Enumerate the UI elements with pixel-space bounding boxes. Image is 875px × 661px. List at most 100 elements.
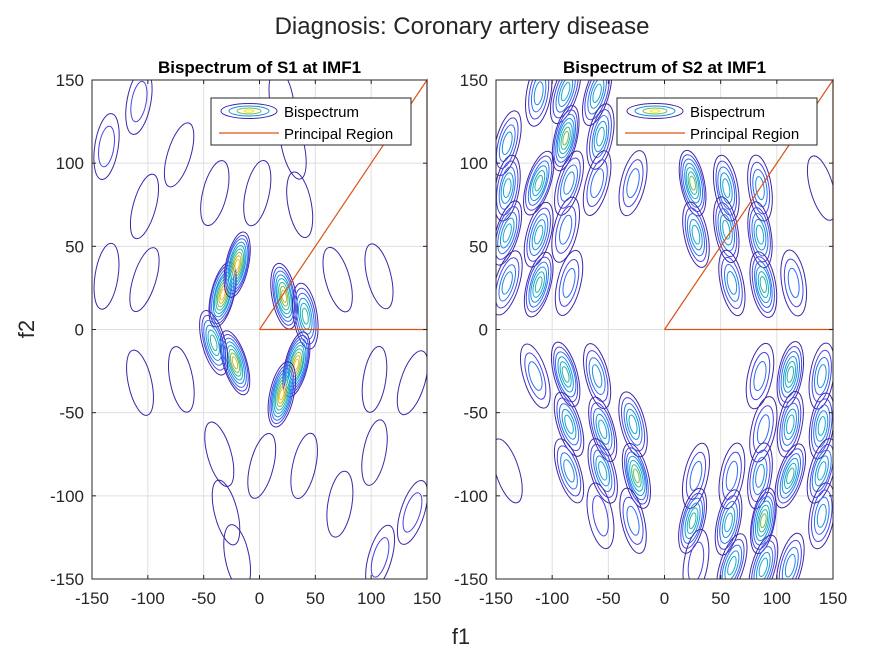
contour-level: [562, 130, 569, 146]
contour-level: [225, 238, 249, 291]
contour-blob: [749, 251, 778, 318]
contour-blob: [745, 342, 775, 410]
contour-level: [622, 496, 644, 545]
contour-level: [776, 391, 804, 458]
contour-level: [718, 442, 746, 510]
contour-level: [756, 414, 770, 445]
contour-level: [718, 249, 746, 317]
contour-level: [750, 487, 777, 555]
contour-level: [554, 205, 577, 254]
contour-level: [223, 337, 247, 388]
contour-level: [226, 345, 244, 381]
contour-level: [396, 350, 427, 416]
contour-blob: [523, 201, 554, 268]
contour-level: [556, 445, 582, 497]
contour-blob: [365, 524, 396, 579]
contour-level: [213, 275, 232, 315]
tick-label-x: -50: [596, 589, 621, 608]
contour-level: [528, 80, 550, 120]
contour-level: [781, 457, 799, 494]
contour-level: [750, 540, 776, 579]
contour-level: [231, 251, 243, 278]
contour-level: [811, 449, 832, 493]
contour-level: [326, 470, 354, 538]
contour-level: [753, 361, 767, 392]
contour-level: [618, 391, 648, 458]
contour-level: [525, 256, 552, 313]
contour-level: [682, 497, 704, 544]
contour-level: [501, 131, 513, 155]
contour-level: [292, 355, 301, 374]
contour-level: [810, 398, 833, 454]
contour-level: [749, 207, 771, 263]
contour-level: [756, 504, 770, 537]
contour-level: [628, 414, 638, 435]
contour-level: [813, 356, 830, 396]
tick-label-y: -150: [50, 570, 84, 589]
contour-level: [782, 356, 798, 393]
legend: Bispectrum Principal Region: [210, 97, 412, 146]
legend-contour-ring: [649, 109, 661, 113]
contour-level: [680, 154, 705, 213]
contour-level: [721, 256, 743, 309]
contour-level: [219, 288, 226, 301]
contour-level: [200, 160, 230, 227]
contour-level: [205, 324, 222, 361]
contour-level: [779, 396, 802, 452]
contour-blob: [200, 160, 230, 227]
tick-label-y: -50: [463, 404, 488, 423]
contour-level: [531, 219, 546, 251]
contour-level: [776, 341, 805, 408]
contour-level: [758, 509, 769, 533]
contour-level: [755, 266, 772, 304]
contour-level: [631, 464, 642, 488]
contour-level: [727, 556, 737, 576]
contour-blob: [361, 419, 388, 486]
tick-label-x: 100: [357, 589, 385, 608]
contour-blob: [93, 242, 120, 310]
contour-level: [816, 503, 827, 528]
contour-level: [529, 165, 548, 202]
contour-level: [626, 168, 640, 199]
contour-blob: [199, 310, 229, 376]
contour-level: [552, 80, 579, 119]
contour-blob: [93, 113, 120, 180]
legend-contour-symbol: [220, 103, 278, 119]
contour-level: [715, 160, 738, 216]
contour-level: [725, 460, 739, 491]
contour-level: [247, 433, 277, 499]
legend-label-principal: Principal Region: [690, 126, 799, 143]
contour-level: [589, 109, 612, 164]
contour-blob: [525, 80, 553, 127]
contour-level: [284, 338, 308, 391]
contour-level: [502, 178, 512, 199]
contour-blob: [361, 345, 388, 413]
contour-blob: [581, 80, 613, 126]
contour-level: [759, 276, 768, 294]
contour-level: [592, 83, 602, 103]
contour-level: [595, 455, 611, 487]
tick-label-y: -150: [454, 570, 488, 589]
legend-label-bispectrum: Bispectrum: [284, 104, 359, 121]
contour-blob: [747, 442, 773, 510]
contour-level: [532, 170, 546, 197]
contour-level: [749, 449, 771, 503]
contour-level: [558, 258, 580, 307]
contour-blob: [204, 421, 235, 487]
contour-level: [556, 118, 575, 159]
contour-level: [528, 261, 549, 308]
contour-blob: [747, 201, 773, 269]
contour-level: [532, 271, 545, 298]
tick-label-y: 150: [56, 71, 84, 90]
contour-level: [756, 551, 771, 579]
contour-blob: [554, 150, 584, 216]
contour-level: [754, 261, 773, 308]
contour-level: [593, 449, 613, 493]
contour-level: [691, 224, 701, 245]
contour-blob: [621, 442, 651, 509]
contour-blob: [523, 150, 555, 216]
contour-level: [563, 171, 575, 195]
contour-level: [560, 164, 578, 202]
contour-level: [561, 366, 570, 383]
contour-series: [496, 80, 833, 579]
